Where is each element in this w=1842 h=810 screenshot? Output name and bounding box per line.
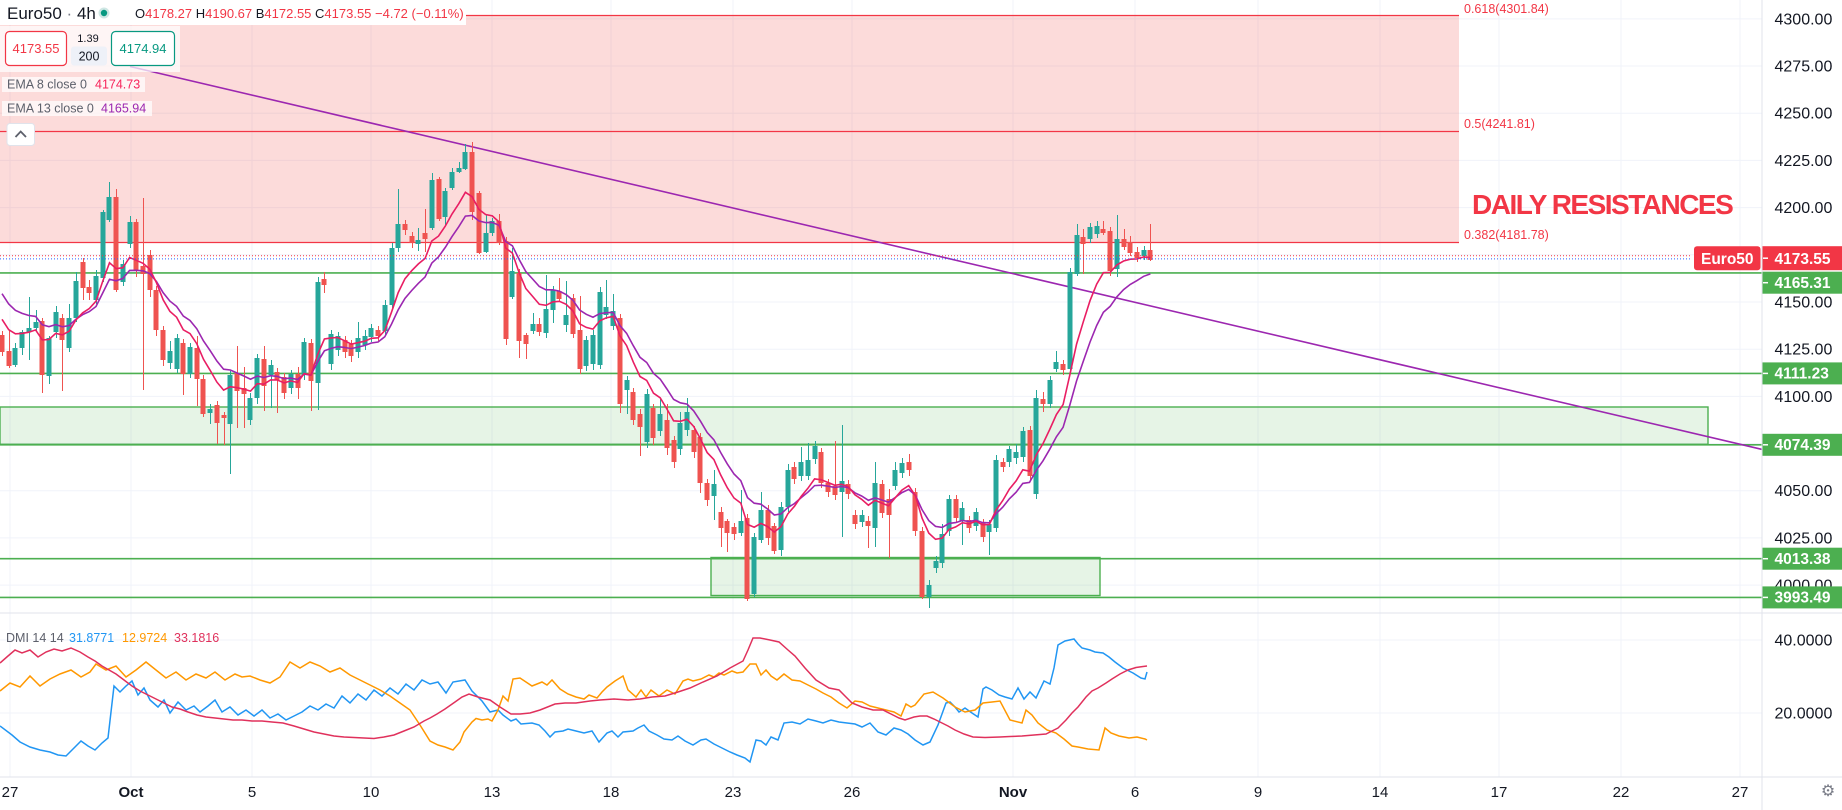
svg-text:0.5(4241.81): 0.5(4241.81) (1464, 117, 1535, 131)
svg-text:4250.00: 4250.00 (1775, 106, 1833, 123)
svg-text:4173.55: 4173.55 (1775, 251, 1831, 268)
svg-text:27: 27 (1732, 784, 1749, 801)
svg-text:DAILY RESISTANCES: DAILY RESISTANCES (1472, 189, 1733, 220)
svg-text:O4178.27 H4190.67 B4172.55 C41: O4178.27 H4190.67 B4172.55 C4173.55 −4.7… (135, 6, 464, 21)
svg-text:⚙: ⚙ (1821, 783, 1835, 800)
svg-text:0.618(4301.84): 0.618(4301.84) (1464, 2, 1549, 16)
svg-text:Nov: Nov (999, 784, 1028, 801)
svg-text:4050.00: 4050.00 (1775, 483, 1833, 500)
svg-text:4125.00: 4125.00 (1775, 342, 1833, 359)
svg-text:4174.94: 4174.94 (120, 41, 167, 56)
svg-text:Euro50: Euro50 (1701, 251, 1754, 268)
svg-text:0.382(4181.78): 0.382(4181.78) (1464, 228, 1549, 242)
svg-text:EMA 13 close 0: EMA 13 close 0 (7, 102, 94, 116)
svg-text:23: 23 (725, 784, 742, 801)
svg-text:26: 26 (844, 784, 861, 801)
svg-text:12.9724: 12.9724 (122, 631, 167, 645)
svg-text:1.39: 1.39 (77, 33, 98, 45)
svg-text:17: 17 (1491, 784, 1508, 801)
svg-text:20.0000: 20.0000 (1775, 706, 1833, 723)
svg-text:40.0000: 40.0000 (1775, 633, 1833, 650)
svg-text:DMI 14 14: DMI 14 14 (6, 631, 64, 645)
svg-text:18: 18 (603, 784, 620, 801)
svg-text:4013.38: 4013.38 (1775, 551, 1831, 568)
svg-text:Oct: Oct (118, 784, 143, 801)
svg-text:14: 14 (1372, 784, 1389, 801)
svg-text:33.1816: 33.1816 (174, 631, 219, 645)
svg-text:200: 200 (79, 50, 100, 64)
svg-text:4111.23: 4111.23 (1775, 366, 1830, 383)
svg-text:4225.00: 4225.00 (1775, 153, 1833, 170)
svg-text:4275.00: 4275.00 (1775, 59, 1833, 76)
svg-text:4300.00: 4300.00 (1775, 11, 1833, 28)
svg-text:31.8771: 31.8771 (69, 631, 114, 645)
svg-text:4025.00: 4025.00 (1775, 530, 1833, 547)
svg-text:6: 6 (1131, 784, 1139, 801)
svg-text:4165.94: 4165.94 (101, 102, 146, 116)
svg-text:5: 5 (248, 784, 256, 801)
svg-text:4174.73: 4174.73 (95, 78, 140, 92)
svg-text:4173.55: 4173.55 (13, 41, 60, 56)
svg-text:22: 22 (1613, 784, 1630, 801)
svg-text:Euro50 · 4h: Euro50 · 4h (7, 4, 96, 23)
svg-text:EMA 8 close 0: EMA 8 close 0 (7, 78, 87, 92)
svg-text:4074.39: 4074.39 (1775, 437, 1831, 454)
svg-text:9: 9 (1254, 784, 1262, 801)
svg-text:3993.49: 3993.49 (1775, 590, 1831, 607)
svg-text:4100.00: 4100.00 (1775, 389, 1833, 406)
svg-text:13: 13 (484, 784, 501, 801)
svg-text:27: 27 (2, 784, 19, 801)
svg-text:4200.00: 4200.00 (1775, 200, 1833, 217)
svg-text:10: 10 (363, 784, 380, 801)
svg-text:4150.00: 4150.00 (1775, 295, 1833, 312)
svg-text:4165.31: 4165.31 (1775, 275, 1831, 292)
